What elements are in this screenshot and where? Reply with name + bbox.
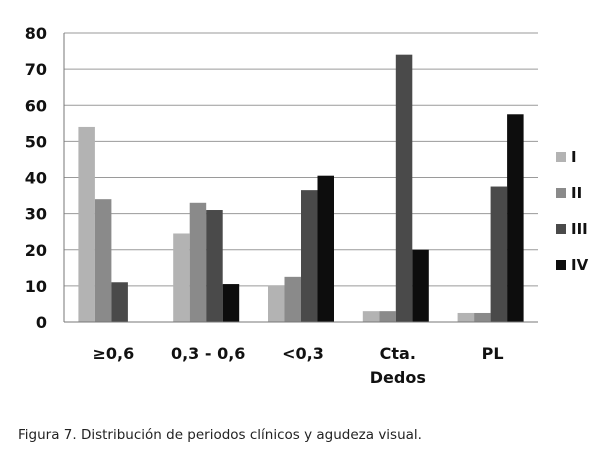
- legend-swatch-I: [556, 152, 566, 162]
- y-tick-label: 20: [25, 241, 47, 260]
- y-axis-tick-labels: 0 10 20 30 40 50 60 70 80: [25, 24, 47, 332]
- x-category-label: Dedos: [370, 368, 426, 387]
- bar-II-1: [189, 202, 207, 322]
- y-tick-label: 60: [25, 96, 47, 115]
- bar-IV-3: [412, 249, 429, 322]
- legend-label-II: II: [571, 184, 582, 202]
- x-category-label: <0,3: [282, 344, 324, 363]
- y-tick-label: 0: [36, 313, 47, 332]
- legend-label-I: I: [571, 148, 577, 166]
- x-category-label: Cta.: [380, 344, 416, 363]
- bar-IV-2: [317, 175, 334, 322]
- y-tick-label: 30: [25, 205, 47, 224]
- bar-III-0: [111, 282, 128, 322]
- bar-II-0: [94, 199, 112, 322]
- figure-caption: Figura 7. Distribución de periodos clíni…: [18, 427, 422, 443]
- y-tick-label: 40: [25, 169, 47, 188]
- bar-III-4: [490, 186, 508, 322]
- x-category-label: 0,3 - 0,6: [171, 344, 245, 363]
- legend-swatch-IV: [556, 260, 566, 270]
- bar-III-1: [206, 210, 223, 322]
- bar-I-0: [78, 126, 95, 322]
- y-tick-label: 70: [25, 60, 47, 79]
- x-category-label: PL: [482, 344, 504, 363]
- y-tick-label: 50: [25, 132, 47, 151]
- x-axis-category-labels: ≥0,6 0,3 - 0,6 <0,3 Cta. Dedos PL: [93, 344, 504, 387]
- bar-I-3: [362, 311, 380, 322]
- bar-I-4: [457, 312, 475, 322]
- legend-label-IV: IV: [571, 256, 589, 274]
- bar-II-3: [379, 311, 396, 322]
- bar-II-4: [474, 312, 491, 322]
- bar-III-2: [301, 190, 318, 322]
- bar-I-1: [173, 233, 190, 322]
- x-category-label: ≥0,6: [93, 344, 135, 363]
- bar-IV-4: [507, 114, 524, 322]
- legend-swatch-II: [556, 188, 566, 198]
- axes: [63, 33, 538, 323]
- bars: [78, 54, 524, 323]
- y-tick-label: 80: [25, 24, 47, 43]
- bar-III-3: [395, 54, 413, 323]
- bar-II-2: [284, 276, 301, 322]
- legend-label-III: III: [571, 220, 588, 238]
- bar-I-2: [268, 285, 285, 322]
- y-tick-label: 10: [25, 277, 47, 296]
- legend-swatch-III: [556, 224, 566, 234]
- bar-IV-1: [222, 284, 240, 322]
